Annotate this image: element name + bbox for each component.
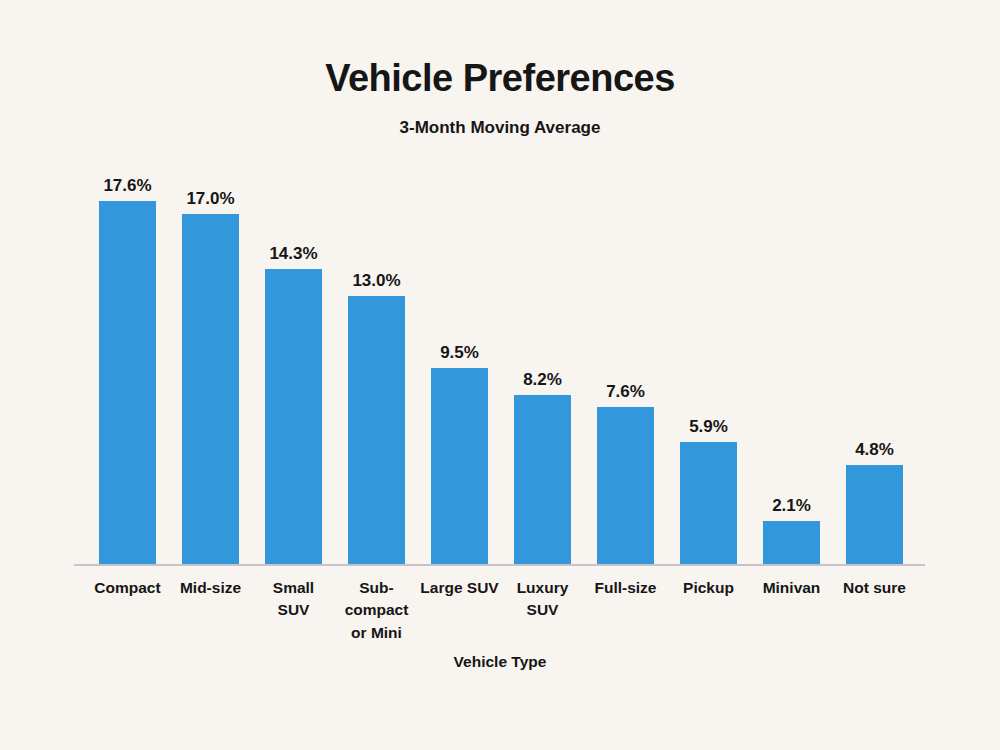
bar: [431, 368, 488, 564]
bar-group: 17.0%: [169, 189, 252, 564]
plot-area: 17.6% 17.0% 14.3% 13.0% 9.5% 8.2% 7.6% 5…: [0, 0, 1000, 750]
bar-value-label: 5.9%: [689, 417, 728, 437]
bar-group: 9.5%: [418, 343, 501, 564]
bar: [182, 214, 239, 564]
bar-value-label: 9.5%: [440, 343, 479, 363]
bar: [514, 395, 571, 564]
bar-value-label: 7.6%: [606, 382, 645, 402]
bar: [597, 407, 654, 564]
bar-value-label: 4.8%: [855, 440, 894, 460]
bar: [680, 442, 737, 564]
bar-group: 7.6%: [584, 382, 667, 564]
bar-group: 13.0%: [335, 271, 418, 564]
bar-value-label: 8.2%: [523, 370, 562, 390]
bar-group: 5.9%: [667, 417, 750, 564]
bar-value-label: 2.1%: [772, 496, 811, 516]
bar: [348, 296, 405, 564]
category-label: Not sure: [819, 577, 931, 599]
category-tick: Not sure: [833, 577, 916, 649]
bar: [763, 521, 820, 564]
x-axis-title: Vehicle Type: [0, 653, 1000, 671]
bar: [99, 201, 156, 564]
bar-value-label: 17.0%: [186, 189, 234, 209]
bar-value-label: 17.6%: [103, 176, 151, 196]
bar-group: 2.1%: [750, 496, 833, 564]
bar: [265, 269, 322, 564]
chart-canvas: Vehicle Preferences 3-Month Moving Avera…: [0, 0, 1000, 750]
bar-group: 14.3%: [252, 244, 335, 564]
bar-group: 4.8%: [833, 440, 916, 564]
bar-group: 8.2%: [501, 370, 584, 564]
bar-group: 17.6%: [86, 176, 169, 564]
x-axis-line: [74, 564, 925, 566]
bar-value-label: 13.0%: [352, 271, 400, 291]
bar: [846, 465, 903, 564]
category-labels-row: Compact Mid-size Small SUV Sub- compact …: [86, 577, 916, 649]
bar-value-label: 14.3%: [269, 244, 317, 264]
bars-row: 17.6% 17.0% 14.3% 13.0% 9.5% 8.2% 7.6% 5…: [86, 0, 916, 564]
